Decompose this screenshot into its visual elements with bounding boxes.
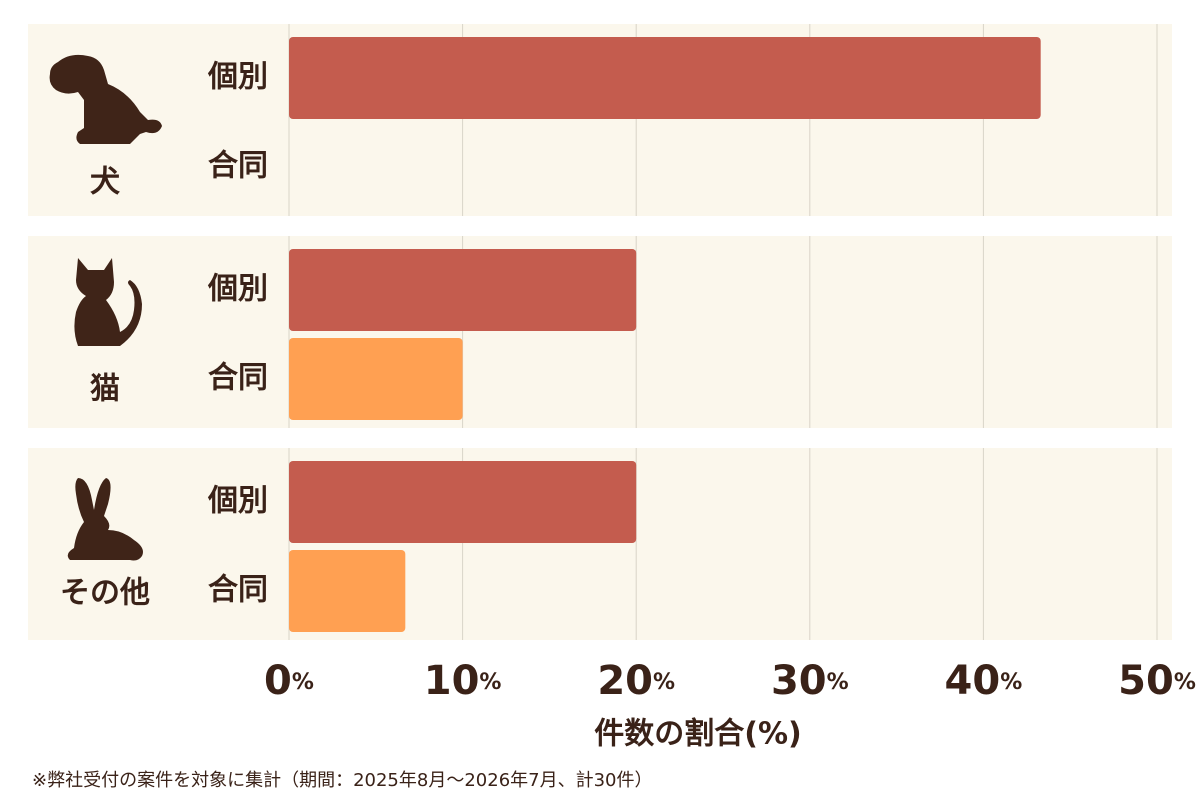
- x-axis-title: 件数の割合(%): [594, 717, 801, 752]
- row-label: 合同: [208, 361, 268, 396]
- group-label: その他: [60, 576, 150, 611]
- group-label: 犬: [90, 165, 120, 200]
- rabbit-icon: [67, 478, 143, 561]
- footnote: ※弊社受付の案件を対象に集計（期間：2025年8月〜2026年7月、計30件）: [32, 770, 653, 791]
- row-label: 個別: [207, 484, 268, 519]
- row-label: 合同: [208, 149, 268, 184]
- row-label: 合同: [208, 573, 268, 608]
- row-label: 個別: [207, 60, 268, 95]
- row-label: 個別: [207, 272, 268, 307]
- x-tick-label: 0%: [264, 658, 314, 704]
- bar: [289, 550, 406, 632]
- x-tick-label: 10%: [424, 658, 502, 704]
- bar: [289, 338, 463, 420]
- bar: [289, 461, 637, 543]
- bar: [289, 37, 1041, 119]
- group-label: 猫: [90, 372, 120, 407]
- cat-icon: [74, 258, 142, 346]
- dog-icon: [49, 54, 162, 144]
- x-tick-label: 50%: [1118, 658, 1196, 704]
- x-tick-label: 20%: [597, 658, 675, 704]
- bar: [289, 249, 637, 331]
- x-tick-label: 30%: [771, 658, 849, 704]
- x-tick-label: 40%: [945, 658, 1023, 704]
- icons: [49, 54, 162, 561]
